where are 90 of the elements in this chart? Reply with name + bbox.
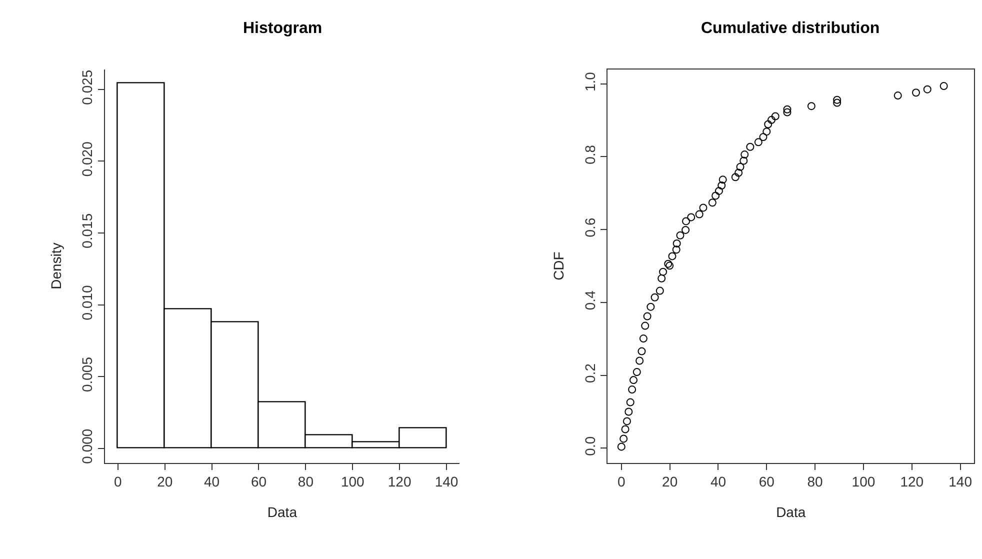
point bbox=[676, 231, 684, 240]
point bbox=[664, 260, 672, 268]
point bbox=[650, 293, 659, 302]
point bbox=[718, 182, 726, 190]
x-tick-label: 120 bbox=[388, 474, 412, 490]
x-tick-label: 120 bbox=[900, 474, 924, 490]
point bbox=[659, 268, 668, 276]
point bbox=[754, 138, 762, 146]
point bbox=[658, 274, 666, 282]
y-tick-label: 0.020 bbox=[79, 141, 96, 177]
x-tick-label: 60 bbox=[250, 474, 267, 490]
point bbox=[630, 376, 638, 384]
point bbox=[639, 334, 648, 343]
point bbox=[695, 210, 704, 218]
point bbox=[764, 120, 772, 128]
point bbox=[762, 128, 771, 136]
point bbox=[714, 186, 723, 195]
x-tick-label: 20 bbox=[157, 474, 173, 490]
x-tick-label: 20 bbox=[662, 474, 678, 490]
point bbox=[628, 386, 636, 394]
point bbox=[759, 133, 768, 142]
x-axis-title: Data bbox=[776, 504, 806, 520]
y-tick-label: 0.000 bbox=[79, 428, 96, 464]
x-tick-label: 40 bbox=[710, 474, 726, 490]
x-tick-label: 0 bbox=[618, 474, 626, 490]
point bbox=[638, 347, 646, 356]
x-axis-title: Data bbox=[267, 504, 298, 520]
point bbox=[783, 105, 792, 114]
y-tick-label: 0.8 bbox=[582, 144, 598, 164]
point bbox=[643, 312, 652, 320]
point bbox=[621, 425, 630, 434]
point bbox=[894, 92, 902, 100]
point bbox=[668, 252, 676, 260]
point bbox=[672, 239, 681, 248]
point bbox=[617, 442, 626, 451]
x-tick-label: 100 bbox=[340, 474, 365, 490]
point bbox=[626, 398, 634, 406]
y-tick-label: 0.010 bbox=[79, 284, 96, 320]
point bbox=[672, 246, 680, 254]
point bbox=[622, 417, 631, 426]
chart-title: Histogram bbox=[243, 20, 322, 37]
point bbox=[771, 112, 780, 120]
x-tick-label: 40 bbox=[204, 474, 220, 490]
point bbox=[641, 322, 650, 330]
point bbox=[699, 204, 708, 212]
x-tick-label: 80 bbox=[298, 474, 314, 490]
point bbox=[682, 226, 690, 234]
point bbox=[682, 217, 690, 226]
y-axis-title: Density bbox=[48, 242, 64, 290]
point bbox=[833, 98, 842, 107]
x-tick-label: 140 bbox=[434, 474, 458, 490]
point bbox=[687, 213, 696, 222]
x-tick-label: 100 bbox=[852, 474, 876, 490]
point bbox=[912, 88, 920, 97]
point bbox=[718, 176, 727, 184]
x-tick-label: 140 bbox=[948, 474, 972, 490]
point bbox=[632, 368, 641, 376]
y-tick-label: 0.025 bbox=[79, 70, 96, 105]
y-tick-label: 1.0 bbox=[582, 72, 598, 92]
point bbox=[746, 142, 754, 151]
point bbox=[731, 173, 740, 182]
y-tick-label: 0.015 bbox=[79, 213, 96, 248]
y-tick-label: 0.0 bbox=[582, 436, 598, 456]
point bbox=[736, 162, 744, 171]
point bbox=[646, 302, 655, 311]
chart-title: Cumulative distribution bbox=[701, 20, 880, 37]
y-axis-title: CDF bbox=[550, 252, 567, 280]
point bbox=[783, 108, 792, 116]
x-tick-label: 60 bbox=[758, 474, 775, 490]
point bbox=[624, 408, 633, 416]
point bbox=[734, 168, 743, 177]
point bbox=[940, 82, 948, 90]
point bbox=[620, 434, 628, 443]
point bbox=[767, 116, 776, 124]
x-tick-label: 0 bbox=[114, 474, 122, 490]
y-tick-label: 0.005 bbox=[79, 356, 96, 392]
point bbox=[923, 85, 932, 94]
y-tick-label: 0.2 bbox=[582, 363, 598, 383]
point bbox=[708, 198, 716, 207]
point bbox=[666, 262, 674, 270]
point bbox=[833, 96, 842, 104]
point bbox=[656, 286, 664, 295]
y-tick-label: 0.4 bbox=[582, 290, 598, 310]
point bbox=[740, 156, 748, 165]
point bbox=[712, 192, 720, 200]
y-tick-label: 0.6 bbox=[582, 218, 598, 238]
x-tick-label: 80 bbox=[807, 474, 824, 490]
point bbox=[636, 356, 644, 365]
point bbox=[807, 102, 816, 110]
point bbox=[740, 150, 749, 159]
